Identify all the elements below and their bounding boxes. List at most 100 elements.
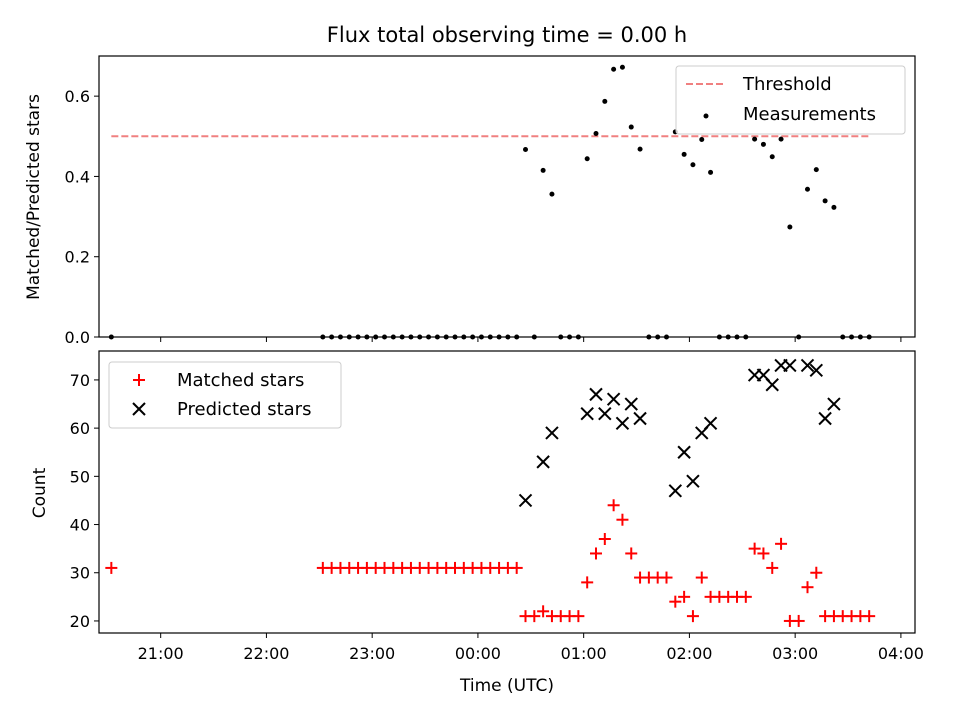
predicted-star-point xyxy=(818,411,832,426)
measurement-point xyxy=(611,66,617,72)
threshold-legend-label: Threshold xyxy=(742,74,832,95)
predicted-star-point xyxy=(589,387,603,402)
predicted-star-point xyxy=(827,397,841,411)
measurement-point xyxy=(822,198,828,204)
matched-star-point xyxy=(528,610,541,623)
matched-star-point xyxy=(510,561,523,574)
measurement-point xyxy=(549,191,555,197)
matched-star-point xyxy=(757,547,770,560)
matched-star-point xyxy=(105,561,118,574)
predicted-star-point xyxy=(677,445,691,459)
predicted-star-point xyxy=(580,406,594,421)
predicted-star-point xyxy=(615,416,630,431)
bottom-x-tick-label: 00:00 xyxy=(455,644,501,663)
predicted-star-point xyxy=(686,474,700,488)
measurement-point xyxy=(690,162,696,168)
matched-star-point xyxy=(775,537,788,550)
predicted-star-point xyxy=(809,363,824,377)
measurement-point xyxy=(602,98,608,104)
predicted-star-point xyxy=(633,411,647,426)
measurement-point xyxy=(628,124,634,130)
matched-star-point xyxy=(766,561,779,574)
top-y-ticks: 0.0 0.2 0.4 0.6 xyxy=(65,87,99,347)
measurement-point xyxy=(523,147,529,153)
predicted-star-point xyxy=(765,378,779,392)
matched-star-point xyxy=(810,566,823,579)
chart-title: Flux total observing time = 0.00 h xyxy=(327,23,687,47)
matched-star-point xyxy=(678,590,691,603)
matched-star-point xyxy=(669,595,682,608)
measurement-point xyxy=(540,167,546,173)
bottom-y-tick-label: 50 xyxy=(70,467,90,486)
matched-star-point xyxy=(863,610,876,623)
x-axis-label: Time (UTC) xyxy=(459,676,554,696)
matched-star-point xyxy=(801,581,814,594)
bottom-x-tick-label: 22:00 xyxy=(243,644,289,663)
bottom-x-tick-label: 23:00 xyxy=(349,644,395,663)
bottom-y-ticks: 20 30 40 50 60 70 xyxy=(70,371,99,631)
top-y-tick-label: 0.0 xyxy=(65,328,90,347)
top-y-tick-label: 0.2 xyxy=(65,248,90,267)
measurement-point xyxy=(593,130,599,136)
bottom-x-ticks: 21:00 22:00 23:00 00:00 01:00 02:00 03:00 04:00 xyxy=(138,633,924,663)
measurement-point xyxy=(752,136,758,142)
measurement-point xyxy=(708,169,714,175)
predicted-star-point xyxy=(783,358,797,373)
bottom-y-tick-label: 20 xyxy=(70,612,90,631)
measurement-point xyxy=(787,224,793,230)
top-y-tick-label: 0.6 xyxy=(65,87,90,106)
matched-legend-label: Matched stars xyxy=(177,370,304,391)
matched-star-point xyxy=(660,571,673,584)
bottom-y-tick-label: 40 xyxy=(70,516,90,535)
bottom-y-tick-label: 30 xyxy=(70,564,90,583)
predicted-stars-series xyxy=(518,358,841,508)
measurement-point xyxy=(778,136,784,142)
matched-star-point xyxy=(695,571,708,584)
top-legend-box xyxy=(675,65,906,135)
bottom-axes-frame xyxy=(98,350,916,634)
matched-star-point xyxy=(581,576,594,589)
predicted-legend-label: Predicted stars xyxy=(177,399,311,420)
matched-star-point xyxy=(616,513,629,526)
top-panel: 0.0 0.2 0.4 0.6 Matched/Predicted stars Thr… xyxy=(24,55,916,347)
matched-star-point xyxy=(537,605,550,618)
matched-star-point xyxy=(739,590,752,603)
bottom-x-tick-label: 21:00 xyxy=(138,644,184,663)
measurement-point xyxy=(699,136,705,142)
matched-star-point xyxy=(748,542,761,555)
matched-star-point xyxy=(792,614,805,627)
bottom-legend-box xyxy=(108,361,342,429)
matched-legend-swatch xyxy=(133,374,145,386)
matched-stars-series xyxy=(105,499,876,627)
top-legend: Threshold Measurements xyxy=(675,65,906,135)
predicted-star-point xyxy=(668,484,683,498)
predicted-star-point xyxy=(598,406,612,421)
bottom-panel: 20 30 40 50 60 70 21:00 22:00 23:00 00:00 01:00 02… xyxy=(30,350,924,696)
bottom-x-tick-label: 01:00 xyxy=(561,644,607,663)
bottom-x-tick-label: 04:00 xyxy=(878,644,924,663)
measurement-point xyxy=(769,154,775,160)
predicted-star-point xyxy=(518,493,533,508)
predicted-legend-swatch xyxy=(132,402,146,416)
predicted-star-point xyxy=(800,358,815,373)
matched-star-point xyxy=(686,610,699,623)
measurement-point xyxy=(584,156,590,162)
measurement-point xyxy=(804,186,810,192)
bottom-y-tick-label: 70 xyxy=(70,371,90,390)
bottom-x-tick-label: 03:00 xyxy=(772,644,818,663)
measurement-point xyxy=(831,204,837,210)
top-y-tick-label: 0.4 xyxy=(65,167,90,186)
top-y-axis-label: Matched/Predicted stars xyxy=(24,94,44,300)
measurement-point xyxy=(681,151,687,157)
matched-star-point xyxy=(607,499,620,512)
predicted-star-point xyxy=(545,426,559,440)
measurement-point xyxy=(760,141,766,147)
bottom-y-axis-label: Count xyxy=(30,467,50,518)
matched-star-point xyxy=(625,547,638,560)
measurement-point xyxy=(813,167,819,173)
predicted-star-point xyxy=(606,392,621,406)
measurements-legend-swatch xyxy=(703,113,709,119)
matched-star-point xyxy=(598,533,611,545)
measurement-point xyxy=(619,64,625,70)
